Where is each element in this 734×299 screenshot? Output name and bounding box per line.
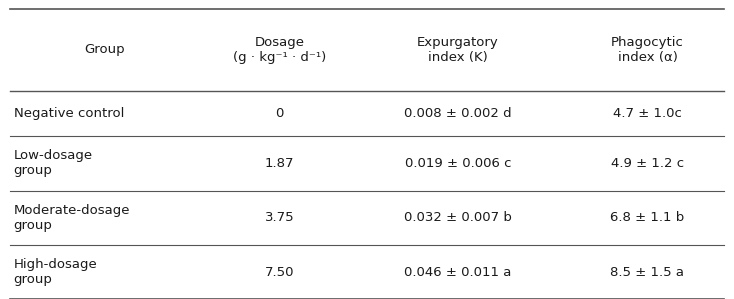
Text: 6.8 ± 1.1 b: 6.8 ± 1.1 b xyxy=(611,211,685,224)
Text: 0: 0 xyxy=(275,107,284,120)
Text: 0.032 ± 0.007 b: 0.032 ± 0.007 b xyxy=(404,211,512,224)
Text: Expurgatory
index (K): Expurgatory index (K) xyxy=(417,36,499,64)
Text: Negative control: Negative control xyxy=(14,107,124,120)
Text: 0.019 ± 0.006 c: 0.019 ± 0.006 c xyxy=(405,157,512,170)
Text: Low-dosage
group: Low-dosage group xyxy=(14,150,92,177)
Text: Group: Group xyxy=(84,43,125,56)
Text: 8.5 ± 1.5 a: 8.5 ± 1.5 a xyxy=(611,266,684,278)
Text: 4.9 ± 1.2 c: 4.9 ± 1.2 c xyxy=(611,157,684,170)
Text: High-dosage
group: High-dosage group xyxy=(14,258,98,286)
Text: Phagocytic
index (α): Phagocytic index (α) xyxy=(611,36,684,64)
Text: 0.008 ± 0.002 d: 0.008 ± 0.002 d xyxy=(404,107,512,120)
Text: 7.50: 7.50 xyxy=(265,266,294,278)
Text: Dosage
(g · kg⁻¹ · d⁻¹): Dosage (g · kg⁻¹ · d⁻¹) xyxy=(233,36,326,64)
Text: Moderate-dosage
group: Moderate-dosage group xyxy=(14,204,130,232)
Text: 3.75: 3.75 xyxy=(265,211,294,224)
Text: 0.046 ± 0.011 a: 0.046 ± 0.011 a xyxy=(404,266,512,278)
Text: 4.7 ± 1.0c: 4.7 ± 1.0c xyxy=(613,107,682,120)
Text: 1.87: 1.87 xyxy=(265,157,294,170)
